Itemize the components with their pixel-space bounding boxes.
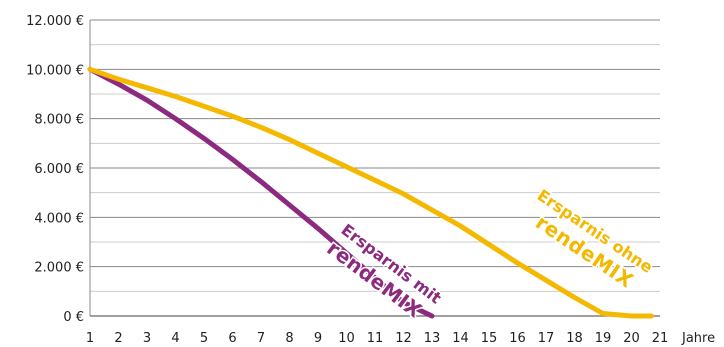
x-tick-label: 6 xyxy=(228,331,236,346)
x-tick-label: 2 xyxy=(114,331,122,346)
x-tick-label: 20 xyxy=(623,331,640,346)
y-tick-label: 4.000 € xyxy=(34,211,84,226)
x-tick-label: 15 xyxy=(481,331,498,346)
x-tick-labels: 1 2 3 4 5 6 7 8 9 10 11 12 13 14 15 16 17 18 19 20 21 xyxy=(86,331,668,346)
y-tick-labels: 0 € 2.000 € 4.000 € 6.000 € 8.000 € 10.000 € 1… xyxy=(26,14,84,325)
y-tick-label: 6.000 € xyxy=(34,162,84,177)
x-tick-label: 3 xyxy=(143,331,151,346)
x-axis-label: Jahre xyxy=(681,331,715,346)
x-tick-label: 17 xyxy=(538,331,555,346)
x-tick-label: 5 xyxy=(200,331,208,346)
x-tick-label: 16 xyxy=(509,331,526,346)
gridlines xyxy=(89,19,660,317)
series-lines xyxy=(87,66,654,319)
x-tick-label: 10 xyxy=(338,331,355,346)
x-tick-label: 11 xyxy=(367,331,384,346)
x-tick-label: 13 xyxy=(424,331,441,346)
x-tick-label: 8 xyxy=(285,331,293,346)
y-tick-label: 2.000 € xyxy=(34,261,84,276)
y-tick-label: 0 € xyxy=(63,310,84,325)
series-line-ohne-rendemix xyxy=(87,66,654,319)
x-tick-label: 12 xyxy=(395,331,412,346)
y-tick-label: 8.000 € xyxy=(34,113,84,128)
x-tick-label: 14 xyxy=(452,331,469,346)
y-tick-label: 12.000 € xyxy=(26,14,84,29)
x-tick-label: 18 xyxy=(566,331,583,346)
y-tick-label: 10.000 € xyxy=(26,63,84,78)
x-tick-label: 9 xyxy=(314,331,322,346)
x-tick-label: 21 xyxy=(652,331,669,346)
x-tick-label: 4 xyxy=(171,331,179,346)
x-tick-label: 7 xyxy=(257,331,265,346)
series-line-mit-rendemix xyxy=(87,66,435,319)
x-tick-label: 19 xyxy=(595,331,612,346)
x-tick-label: 1 xyxy=(86,331,94,346)
